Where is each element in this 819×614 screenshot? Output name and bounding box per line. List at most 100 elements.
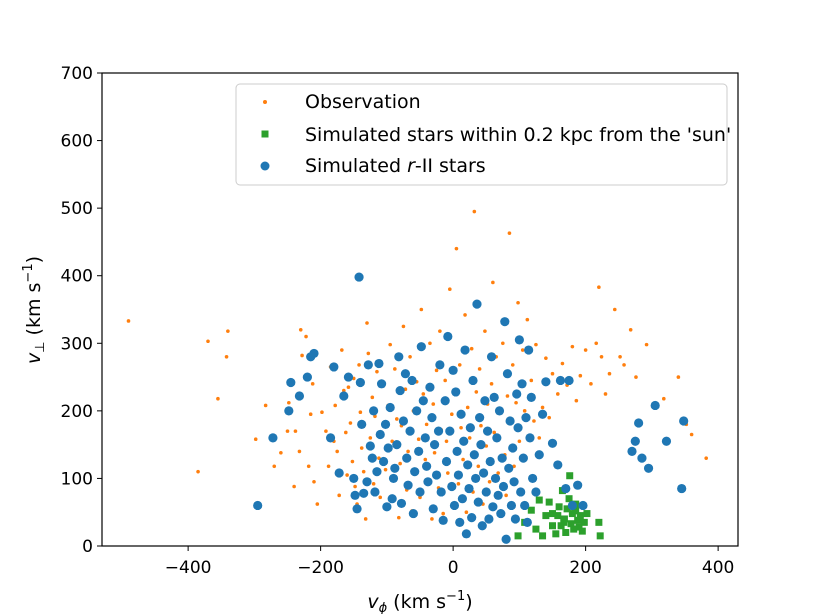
simulated-r2-point — [435, 360, 445, 370]
simulated-r2-point — [534, 450, 544, 460]
observation-point — [126, 319, 131, 323]
simulated-r2-point — [480, 396, 490, 406]
observation-point — [465, 405, 470, 410]
observation-point — [272, 464, 277, 469]
observation-point — [441, 511, 445, 516]
simulated-r2-point — [637, 453, 647, 463]
observation-point — [612, 307, 617, 312]
observation-point — [401, 324, 406, 329]
simulated-r2-point — [385, 402, 395, 413]
simulated-local-point — [595, 518, 603, 526]
observation-point — [375, 369, 379, 374]
observation-point — [293, 429, 298, 433]
simulated-r2-point — [357, 419, 367, 429]
simulated-r2-point — [294, 391, 305, 401]
observation-point — [421, 392, 426, 396]
observation-point — [333, 403, 338, 408]
observation-point — [308, 412, 313, 417]
simulated-r2-point — [516, 487, 526, 497]
observation-point — [361, 469, 366, 474]
simulated-local-point — [578, 527, 586, 535]
simulated-r2-point — [449, 500, 460, 511]
simulated-r2-point — [500, 317, 510, 327]
observation-point — [456, 482, 461, 486]
x-axis-label: vϕ (km s−1) — [367, 589, 472, 614]
simulated-r2-point — [369, 406, 379, 416]
observation-point — [448, 287, 452, 292]
simulated-r2-point — [456, 409, 466, 419]
simulated-local-point — [527, 506, 535, 514]
observation-point — [689, 432, 694, 437]
observation-point — [438, 329, 442, 333]
simulated-r2-point — [510, 514, 520, 524]
simulated-local-point — [560, 518, 568, 526]
simulated-r2-point — [463, 460, 473, 470]
simulated-local-point — [562, 528, 570, 536]
observation-point — [345, 473, 349, 477]
simulated-r2-point — [567, 500, 577, 511]
simulated-r2-point — [528, 473, 538, 484]
observation-point — [224, 355, 229, 359]
simulated-r2-point — [513, 423, 523, 433]
observation-point — [583, 348, 588, 352]
observation-point — [537, 436, 542, 440]
simulated-r2-point — [433, 426, 444, 436]
observation-point — [395, 417, 399, 421]
legend-box — [235, 83, 728, 186]
observation-point — [310, 382, 315, 386]
simulated-r2-point — [350, 490, 360, 500]
simulated-r2-point — [526, 392, 536, 402]
simulated-r2-point — [578, 500, 588, 511]
observation-point — [287, 400, 291, 405]
simulated-r2-point — [508, 443, 518, 453]
simulated-r2-point — [448, 365, 458, 375]
simulated-r2-point — [453, 470, 464, 480]
simulated-r2-point — [412, 406, 422, 416]
simulated-r2-point — [402, 453, 412, 463]
observation-point — [371, 482, 376, 486]
observation-point — [419, 307, 424, 312]
simulated-r2-point — [490, 473, 501, 484]
simulated-r2-point — [547, 438, 558, 448]
simulated-r2-point — [388, 473, 399, 484]
observation-point — [297, 449, 302, 454]
simulated-r2-point — [522, 517, 532, 527]
simulated-r2-point — [367, 453, 377, 463]
simulated-local-point — [542, 512, 550, 520]
simulated-r2-point — [485, 456, 495, 467]
observation-point — [298, 327, 303, 332]
observation-point — [599, 355, 604, 359]
observation-point — [368, 436, 373, 440]
observation-point — [353, 484, 357, 489]
simulated-r2-point — [472, 299, 482, 309]
simulated-r2-point — [461, 529, 471, 539]
observation-point — [520, 348, 525, 352]
simulated-r2-point — [555, 375, 566, 386]
x-tick-label: 400 — [702, 558, 734, 578]
observation-point — [383, 467, 388, 472]
simulated-r2-point — [422, 461, 432, 471]
observation-point — [547, 415, 551, 420]
simulated-r2-point — [494, 406, 505, 416]
simulated-r2-point — [518, 453, 528, 463]
observation-point — [443, 378, 447, 383]
observation-point — [603, 392, 608, 396]
observation-point — [476, 464, 481, 469]
simulated-r2-point — [469, 450, 479, 460]
simulated-local-point — [549, 522, 556, 530]
simulated-local-point — [567, 520, 575, 528]
observation-point — [226, 329, 230, 333]
simulated-local-point — [583, 510, 591, 518]
observation-point — [597, 285, 601, 290]
observation-point — [501, 341, 505, 346]
legend-marker-simulated-local — [261, 130, 269, 138]
observation-point — [408, 355, 412, 359]
simulated-r2-point — [465, 423, 475, 433]
simulated-r2-point — [415, 487, 425, 497]
simulated-r2-point — [447, 481, 457, 492]
simulated-r2-point — [355, 377, 365, 388]
observation-point — [594, 341, 599, 346]
y-tick-label: 500 — [61, 199, 93, 219]
simulated-r2-point — [382, 502, 392, 512]
